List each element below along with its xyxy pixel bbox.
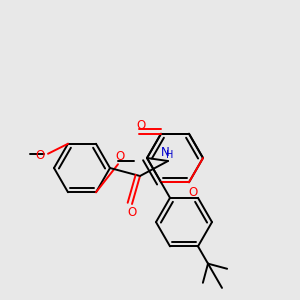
Text: O: O	[35, 149, 45, 162]
Text: N: N	[160, 146, 169, 160]
Text: O: O	[188, 186, 198, 199]
Text: H: H	[166, 150, 174, 160]
Text: O: O	[116, 150, 124, 163]
Text: O: O	[128, 206, 136, 220]
Text: O: O	[136, 119, 146, 132]
